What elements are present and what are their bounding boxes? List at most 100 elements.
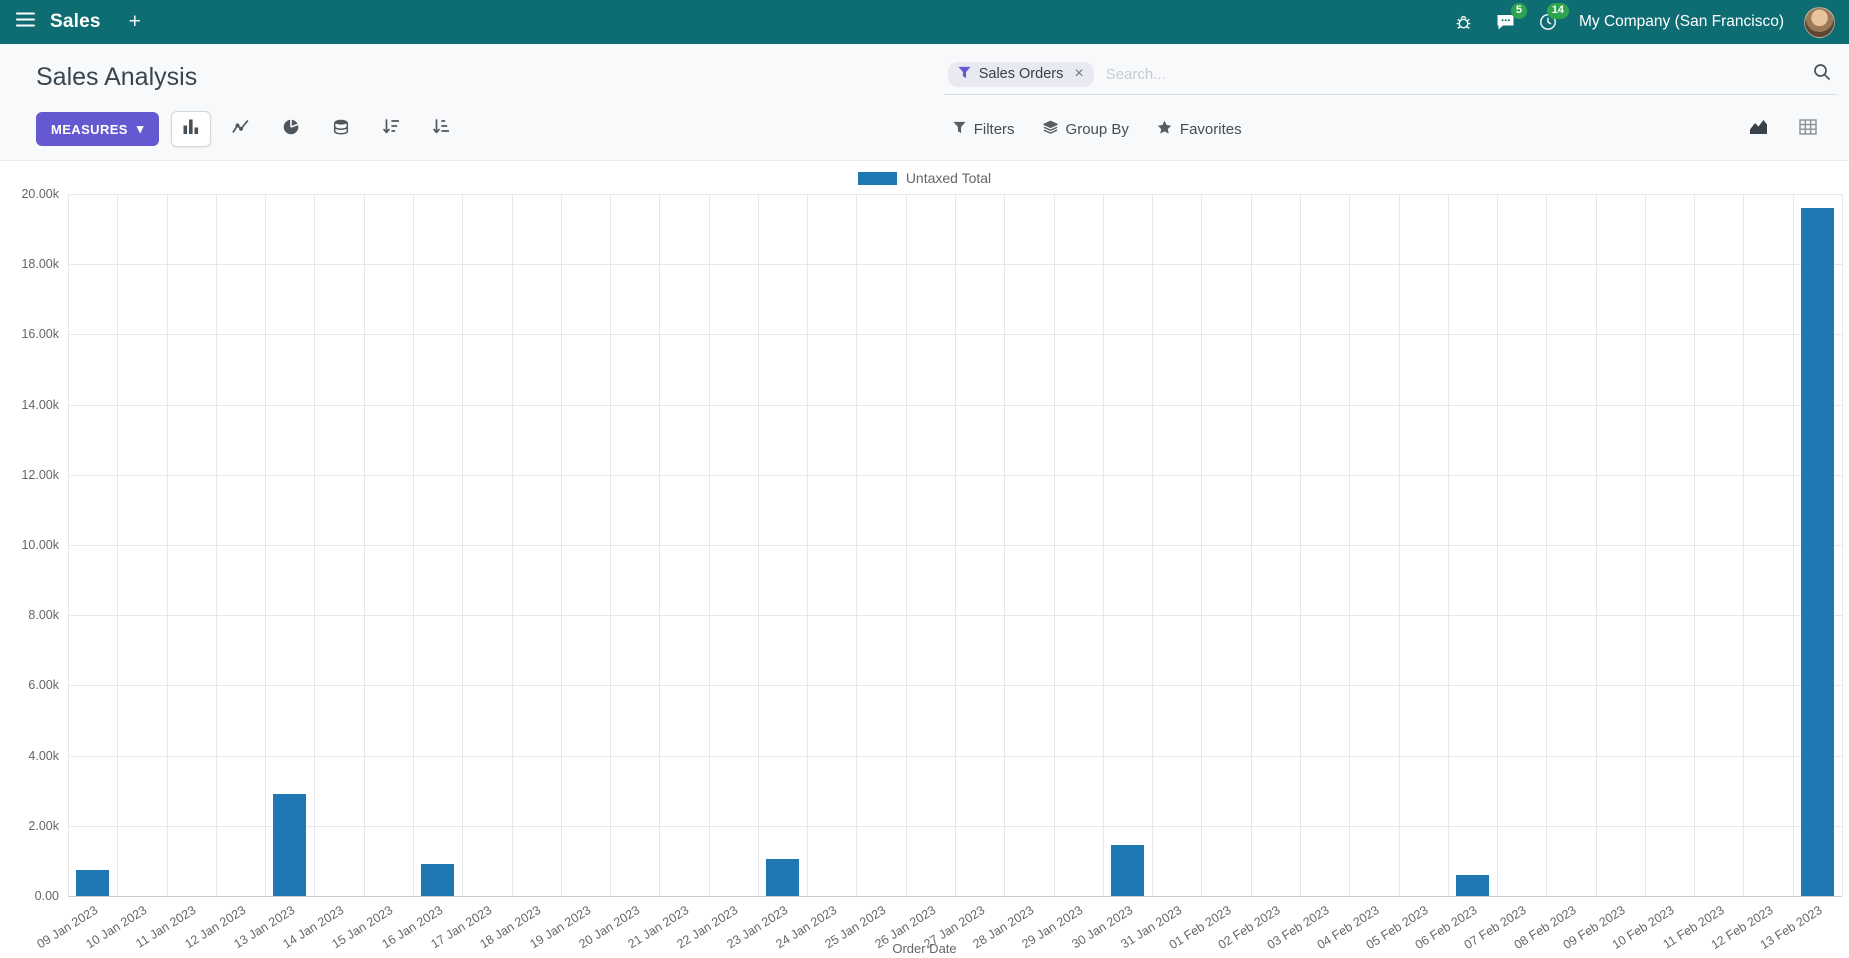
gridline-vertical bbox=[314, 194, 316, 896]
layers-icon bbox=[1042, 120, 1058, 138]
breadcrumb-row: Sales Analysis Sales Orders × bbox=[36, 56, 1837, 98]
gridline-vertical bbox=[462, 194, 464, 896]
gridline-vertical bbox=[807, 194, 809, 896]
gridline-vertical bbox=[708, 194, 710, 896]
gridline-vertical bbox=[117, 194, 119, 896]
measures-label: MEASURES bbox=[51, 121, 128, 137]
magnifier-icon[interactable] bbox=[1813, 63, 1831, 86]
sort-ascending-icon bbox=[432, 119, 450, 139]
gridline-vertical bbox=[1250, 194, 1252, 896]
facet-remove-icon[interactable]: × bbox=[1074, 65, 1084, 82]
gridline-vertical bbox=[68, 194, 69, 896]
caret-down-icon: ▾ bbox=[136, 121, 144, 136]
sort-descending-button[interactable] bbox=[371, 111, 411, 147]
gridline-vertical bbox=[363, 194, 365, 896]
chart-bar[interactable] bbox=[273, 794, 306, 896]
line-chart-icon bbox=[232, 119, 249, 139]
chart-bar[interactable] bbox=[76, 869, 109, 896]
new-record-button[interactable]: + bbox=[128, 10, 141, 33]
chart-bar[interactable] bbox=[1111, 845, 1144, 896]
gridline-vertical bbox=[1694, 194, 1696, 896]
filters-funnel-icon bbox=[953, 121, 966, 138]
gridline-vertical bbox=[1842, 194, 1843, 896]
stacked-icon bbox=[333, 119, 349, 140]
gridline-vertical bbox=[610, 194, 612, 896]
search-facet[interactable]: Sales Orders × bbox=[947, 61, 1094, 87]
graph-view-icon bbox=[1749, 119, 1768, 140]
pivot-view-icon bbox=[1799, 118, 1817, 140]
gridline-vertical bbox=[1004, 194, 1006, 896]
group-by-button[interactable]: Group By bbox=[1042, 120, 1129, 138]
y-tick-label: 0.00 bbox=[34, 889, 59, 903]
gridline-vertical bbox=[1546, 194, 1548, 896]
measures-button[interactable]: MEASURES ▾ bbox=[36, 112, 159, 146]
navbar-right: 5 14 My Company (San Francisco) bbox=[1453, 3, 1835, 38]
search-bar[interactable]: Sales Orders × bbox=[943, 60, 1837, 95]
group-by-label: Group By bbox=[1065, 120, 1129, 138]
toolbar-row: MEASURES ▾ bbox=[36, 108, 1837, 150]
chart-bar[interactable] bbox=[1456, 874, 1489, 896]
user-avatar[interactable] bbox=[1804, 6, 1835, 38]
line-chart-button[interactable] bbox=[221, 111, 261, 147]
bar-chart-button[interactable] bbox=[170, 111, 211, 147]
gridline-vertical bbox=[1349, 194, 1351, 896]
messages-badge: 5 bbox=[1510, 3, 1527, 19]
gridline-vertical bbox=[1447, 194, 1449, 896]
star-icon bbox=[1157, 120, 1172, 138]
funnel-icon bbox=[958, 66, 971, 83]
pie-chart-icon bbox=[283, 119, 299, 140]
company-switcher[interactable]: My Company (San Francisco) bbox=[1578, 13, 1784, 30]
gridline-vertical bbox=[1743, 194, 1745, 896]
gridline-vertical bbox=[1398, 194, 1400, 896]
gridline-vertical bbox=[1102, 194, 1104, 896]
chart-bar[interactable] bbox=[766, 859, 799, 896]
activities-button[interactable]: 14 bbox=[1537, 3, 1569, 33]
debug-button[interactable] bbox=[1453, 11, 1475, 33]
gridline-vertical bbox=[166, 194, 168, 896]
app-name[interactable]: Sales bbox=[50, 11, 101, 32]
graph-view-button[interactable] bbox=[1743, 114, 1773, 144]
activities-badge: 14 bbox=[1546, 3, 1569, 19]
filters-button[interactable]: Filters bbox=[953, 121, 1015, 138]
search-input[interactable] bbox=[1105, 65, 1801, 83]
apps-menu-button[interactable] bbox=[14, 11, 36, 33]
chart-bar[interactable] bbox=[421, 864, 454, 896]
search-options: Filters Group By Favorites bbox=[953, 120, 1242, 138]
favorites-button[interactable]: Favorites bbox=[1157, 120, 1242, 138]
bug-icon bbox=[1455, 14, 1472, 31]
gridline-vertical bbox=[1053, 194, 1055, 896]
gridline-vertical bbox=[659, 194, 661, 896]
filters-label: Filters bbox=[973, 120, 1015, 138]
chart-legend[interactable]: Untaxed Total bbox=[0, 170, 1849, 186]
chart-bar[interactable] bbox=[1801, 208, 1834, 896]
pivot-view-button[interactable] bbox=[1793, 114, 1823, 144]
gridline-vertical bbox=[757, 194, 759, 896]
gridline-vertical bbox=[1299, 194, 1301, 896]
hamburger-icon bbox=[15, 12, 35, 32]
view-switcher bbox=[1743, 114, 1823, 144]
favorites-label: Favorites bbox=[1179, 120, 1242, 138]
legend-swatch bbox=[857, 171, 897, 185]
gridline-vertical bbox=[1152, 194, 1154, 896]
gridline-horizontal bbox=[68, 896, 1842, 897]
messages-button[interactable]: 5 bbox=[1495, 3, 1527, 33]
sort-ascending-button[interactable] bbox=[421, 111, 461, 147]
bar-chart-icon bbox=[183, 119, 199, 139]
gridline-vertical bbox=[265, 194, 267, 896]
gridline-vertical bbox=[905, 194, 907, 896]
page-title: Sales Analysis bbox=[36, 62, 198, 91]
sort-descending-icon bbox=[382, 119, 400, 139]
pie-chart-button[interactable] bbox=[271, 111, 311, 147]
gridline-vertical bbox=[1201, 194, 1203, 896]
y-tick-label: 12.00k bbox=[21, 467, 59, 482]
legend-label: Untaxed Total bbox=[905, 170, 992, 186]
y-tick-label: 2.00k bbox=[28, 818, 59, 833]
gridline-vertical bbox=[1595, 194, 1597, 896]
gridline-vertical bbox=[215, 194, 217, 896]
stacked-button[interactable] bbox=[321, 111, 361, 147]
y-tick-label: 6.00k bbox=[28, 678, 59, 693]
gridline-vertical bbox=[1497, 194, 1499, 896]
navbar-left: Sales + bbox=[14, 10, 141, 34]
search-facet-label: Sales Orders bbox=[978, 66, 1064, 82]
